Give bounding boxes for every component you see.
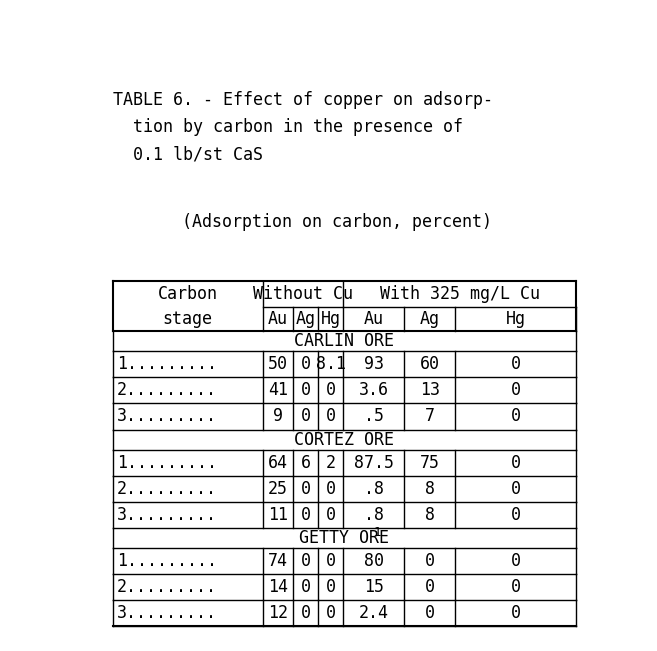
Text: Hg: Hg xyxy=(321,311,340,328)
Text: Au: Au xyxy=(364,311,384,328)
Text: 2.........: 2......... xyxy=(117,578,217,596)
Text: 0: 0 xyxy=(510,506,521,523)
Text: Hg: Hg xyxy=(506,311,526,328)
Text: stage: stage xyxy=(163,311,213,328)
Text: 0: 0 xyxy=(326,480,336,497)
Text: 7: 7 xyxy=(425,408,435,426)
Text: 8: 8 xyxy=(425,506,435,523)
Text: 0: 0 xyxy=(425,578,435,596)
Text: 0: 0 xyxy=(301,480,311,497)
Text: .5: .5 xyxy=(364,408,384,426)
Text: 93: 93 xyxy=(364,355,384,373)
Text: 8: 8 xyxy=(425,480,435,497)
Text: 2.4: 2.4 xyxy=(359,604,389,622)
Text: 0.1 lb/st CaS: 0.1 lb/st CaS xyxy=(113,146,263,164)
Text: Without Cu: Without Cu xyxy=(253,285,353,303)
Text: 2.........: 2......... xyxy=(117,480,217,497)
Text: 0: 0 xyxy=(326,552,336,570)
Text: 3.6: 3.6 xyxy=(359,381,389,400)
Text: Ag: Ag xyxy=(296,311,315,328)
Text: 0: 0 xyxy=(510,480,521,497)
Text: 50: 50 xyxy=(268,355,288,373)
Text: 41: 41 xyxy=(268,381,288,400)
Text: 1: 1 xyxy=(373,525,381,538)
Text: 1.........: 1......... xyxy=(117,355,217,373)
Text: 0: 0 xyxy=(326,578,336,596)
Text: 0: 0 xyxy=(510,355,521,373)
Text: 12: 12 xyxy=(268,604,288,622)
Text: 0: 0 xyxy=(425,604,435,622)
Text: 13: 13 xyxy=(420,381,440,400)
Text: 87.5: 87.5 xyxy=(354,454,394,471)
Text: 0: 0 xyxy=(301,355,311,373)
Text: 80: 80 xyxy=(364,552,384,570)
Text: 14: 14 xyxy=(268,578,288,596)
Text: 0: 0 xyxy=(301,381,311,400)
Text: 1.........: 1......... xyxy=(117,454,217,471)
Text: 1.........: 1......... xyxy=(117,552,217,570)
Text: 0: 0 xyxy=(326,381,336,400)
Text: 0: 0 xyxy=(301,604,311,622)
Text: 74: 74 xyxy=(268,552,288,570)
Text: 0: 0 xyxy=(326,506,336,523)
Text: CARLIN ORE: CARLIN ORE xyxy=(294,332,394,350)
Text: CORTEZ ORE: CORTEZ ORE xyxy=(294,430,394,449)
Text: 64: 64 xyxy=(268,454,288,471)
Text: 11: 11 xyxy=(268,506,288,523)
Text: 0: 0 xyxy=(510,604,521,622)
Text: 60: 60 xyxy=(420,355,440,373)
Text: 0: 0 xyxy=(326,408,336,426)
Text: 0: 0 xyxy=(326,604,336,622)
Text: 0: 0 xyxy=(301,552,311,570)
Text: 0: 0 xyxy=(510,552,521,570)
Text: 9: 9 xyxy=(273,408,283,426)
Text: 3.........: 3......... xyxy=(117,604,217,622)
Text: With 325 mg/L Cu: With 325 mg/L Cu xyxy=(380,285,539,303)
Text: 2.........: 2......... xyxy=(117,381,217,400)
Text: Carbon: Carbon xyxy=(158,285,217,303)
Text: tion by carbon in the presence of: tion by carbon in the presence of xyxy=(113,118,463,136)
Text: Au: Au xyxy=(268,311,288,328)
Text: .8: .8 xyxy=(364,480,384,497)
Text: 0: 0 xyxy=(301,506,311,523)
Text: 25: 25 xyxy=(268,480,288,497)
Text: 0: 0 xyxy=(510,381,521,400)
Text: 75: 75 xyxy=(420,454,440,471)
Text: 15: 15 xyxy=(364,578,384,596)
Text: 2: 2 xyxy=(326,454,336,471)
Text: 0: 0 xyxy=(510,578,521,596)
Text: 6: 6 xyxy=(301,454,311,471)
Text: 0: 0 xyxy=(301,408,311,426)
Text: (Adsorption on carbon, percent): (Adsorption on carbon, percent) xyxy=(182,214,491,232)
Text: 0: 0 xyxy=(510,454,521,471)
Text: 0: 0 xyxy=(510,408,521,426)
Text: 0: 0 xyxy=(425,552,435,570)
Text: TABLE 6. - Effect of copper on adsorp-: TABLE 6. - Effect of copper on adsorp- xyxy=(113,90,493,109)
Text: 3.........: 3......... xyxy=(117,506,217,523)
Text: 0: 0 xyxy=(301,578,311,596)
Text: 8.1: 8.1 xyxy=(315,355,346,373)
Text: 3.........: 3......... xyxy=(117,408,217,426)
Text: .8: .8 xyxy=(364,506,384,523)
Text: GETTY ORE: GETTY ORE xyxy=(300,529,390,547)
Text: Ag: Ag xyxy=(420,311,440,328)
